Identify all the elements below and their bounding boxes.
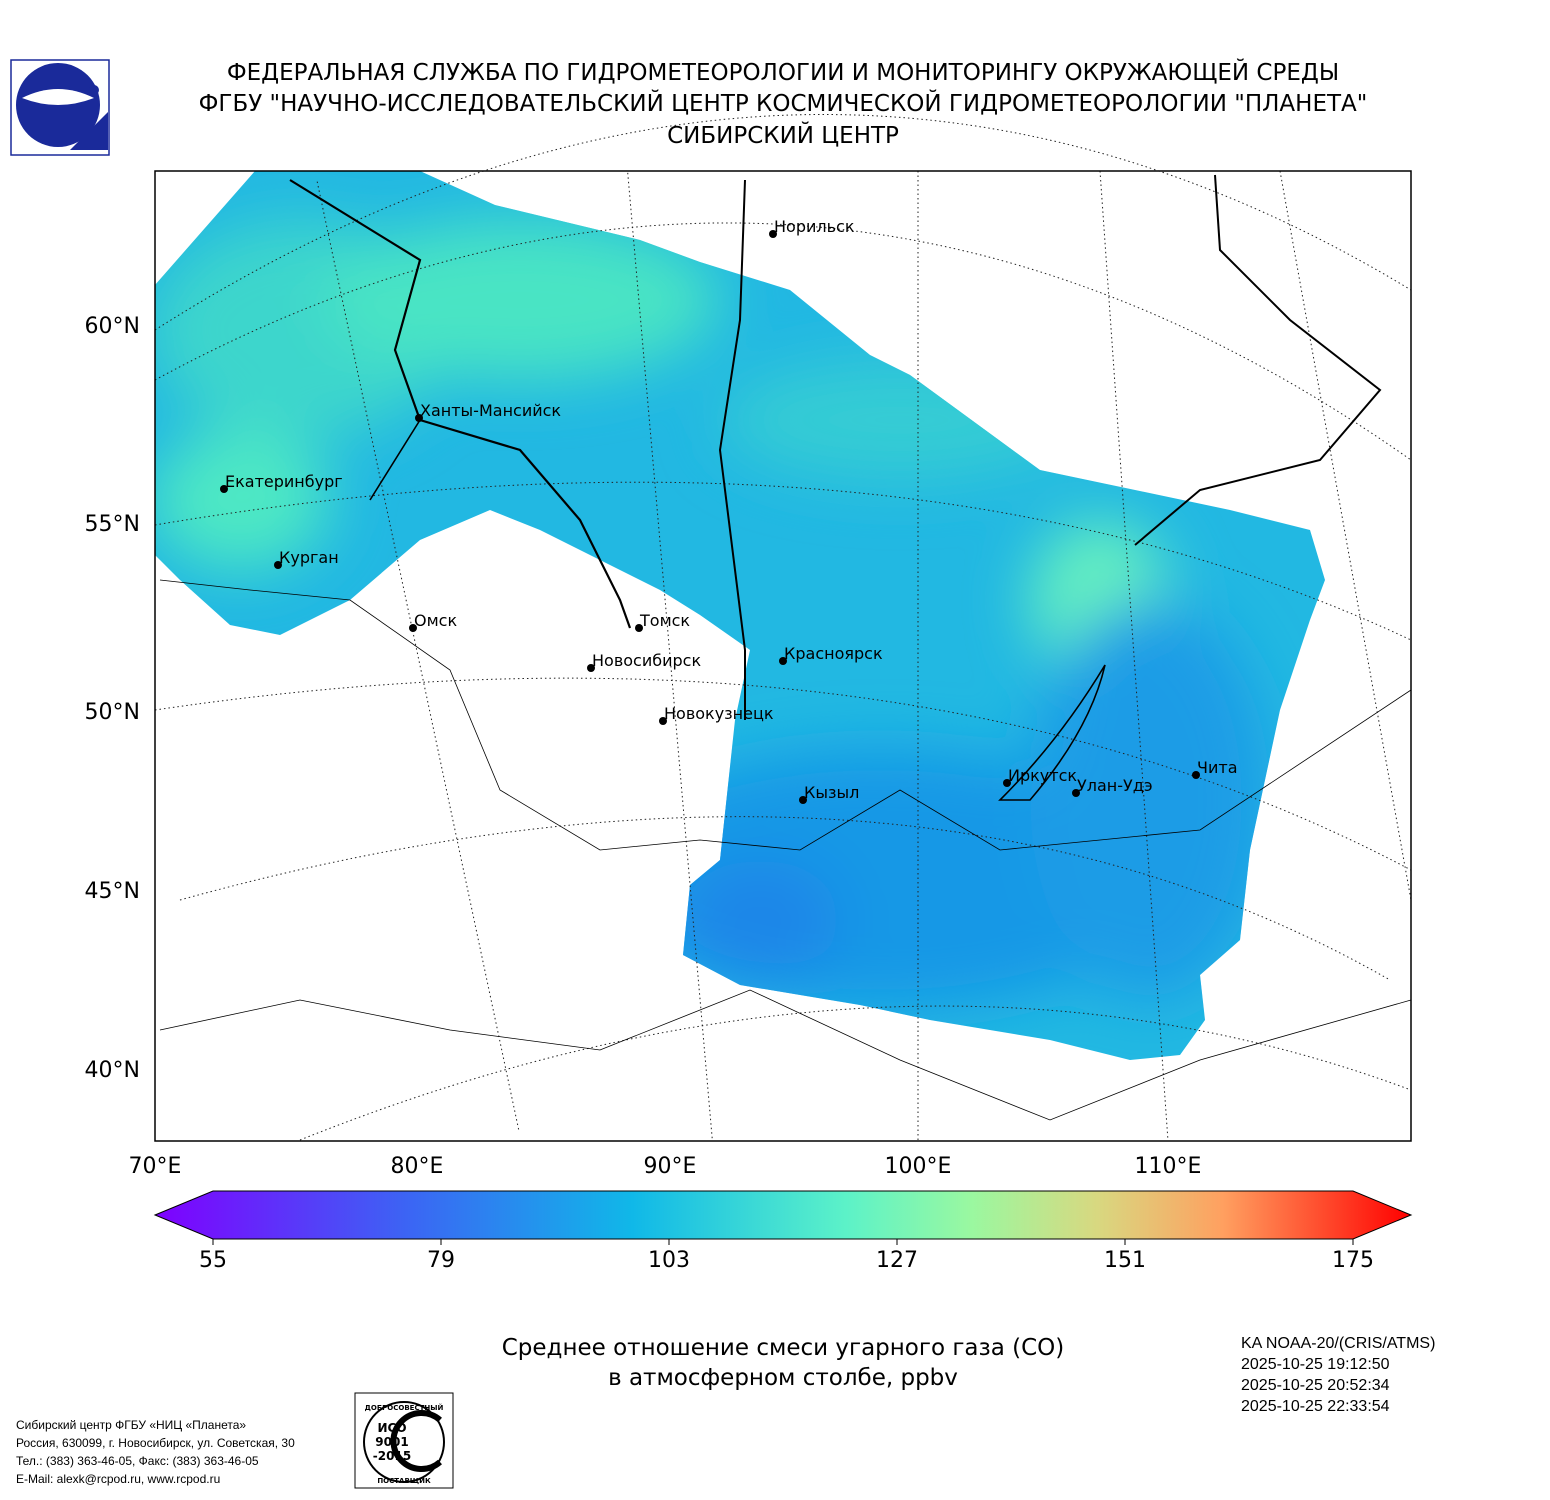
city-label: Новосибирск	[592, 651, 701, 670]
city-dot	[1003, 779, 1011, 787]
caption-line: в атмосферном столбе, ppbv	[608, 1365, 958, 1391]
city-dot	[220, 485, 228, 493]
footer-line: Сибирский центр ФГБУ «НИЦ «Планета»	[16, 1418, 246, 1432]
colorbar-tick-label: 151	[1104, 1248, 1146, 1273]
city-dot	[415, 414, 423, 422]
city-label: Норильск	[774, 217, 855, 236]
lon-label: 80°E	[391, 1154, 444, 1179]
cities: Норильск Ханты-Мансийск Екатеринбург Курган…	[220, 217, 1238, 804]
lon-label: 110°E	[1135, 1154, 1202, 1179]
city-dot	[587, 664, 595, 672]
footer-line: E-Mail: alexk@rcpod.ru, www.rcpod.ru	[16, 1472, 220, 1486]
city-dot	[409, 624, 417, 632]
cert-text: ДОБРОСОВЕСТНЫЙ	[365, 1403, 444, 1412]
map-frame	[154, 170, 1412, 1142]
satellite-line: 2025-10-25 19:12:50	[1241, 1356, 1390, 1373]
map	[154, 113, 1412, 1142]
lon-label: 90°E	[644, 1154, 697, 1179]
city-label: Екатеринбург	[225, 472, 343, 491]
cert-text: ПОСТАВЩИК	[377, 1477, 431, 1485]
colorbar	[153, 1190, 1413, 1240]
caption-line: Среднее отношение смеси угарного газа (C…	[502, 1335, 1065, 1361]
lon-label: 70°E	[129, 1154, 182, 1179]
cert-text: 9001	[375, 1435, 408, 1449]
header-line: ФЕДЕРАЛЬНАЯ СЛУЖБА ПО ГИДРОМЕТЕОРОЛОГИИ …	[227, 58, 1339, 86]
cert-text: -2015	[373, 1449, 411, 1463]
city-label: Курган	[279, 548, 339, 567]
lat-label: 60°N	[85, 314, 140, 339]
city-label: Красноярск	[784, 644, 883, 663]
city-dot	[635, 624, 643, 632]
city-dot	[659, 717, 667, 725]
colorbar-tick-label: 79	[427, 1248, 455, 1273]
city-label: Новокузнецк	[664, 704, 774, 723]
satellite-line: KA NOAA-20/(CRIS/ATMS)	[1241, 1335, 1435, 1352]
lat-label: 55°N	[85, 512, 140, 537]
colorbar-tick-label: 55	[199, 1248, 227, 1273]
footer-line: Тел.: (383) 363-46-05, Факс: (383) 363-4…	[16, 1454, 259, 1468]
city-label: Кызыл	[804, 783, 859, 802]
city-dot	[1192, 771, 1200, 779]
graticule	[154, 113, 1412, 1142]
city-label: Ханты-Мансийск	[420, 401, 561, 420]
co-field	[155, 171, 1325, 1060]
colorbar-tick-label: 103	[648, 1248, 690, 1273]
lat-label: 45°N	[85, 879, 140, 904]
lat-label: 50°N	[85, 700, 140, 725]
footer-line: Россия, 630099, г. Новосибирск, ул. Сове…	[16, 1436, 295, 1450]
lon-label: 100°E	[885, 1154, 952, 1179]
city-dot	[799, 796, 807, 804]
satellite-line: 2025-10-25 20:52:34	[1241, 1377, 1390, 1394]
city-dot	[769, 230, 777, 238]
header-line: СИБИРСКИЙ ЦЕНТР	[667, 121, 899, 149]
city-dot	[779, 657, 787, 665]
colorbar-tick-label: 127	[876, 1248, 918, 1273]
satellite-line: 2025-10-25 22:33:54	[1241, 1398, 1390, 1415]
header-line: ФГБУ "НАУЧНО-ИССЛЕДОВАТЕЛЬСКИЙ ЦЕНТР КОС…	[199, 89, 1368, 117]
colorbar-tick-label: 175	[1332, 1248, 1374, 1273]
logo	[10, 59, 110, 156]
city-label: Омск	[414, 611, 457, 630]
rivers	[159, 174, 1412, 1121]
city-label: Чита	[1197, 758, 1238, 777]
city-label: Томск	[639, 611, 690, 630]
city-label: Улан-Удэ	[1077, 776, 1153, 795]
city-dot	[274, 561, 282, 569]
lat-label: 40°N	[85, 1058, 140, 1083]
cert-text: ИСО	[377, 1421, 406, 1435]
certificate: ДОБРОСОВЕСТНЫЙ ИСО 9001 -2015 ПОСТАВЩИК	[354, 1392, 454, 1489]
colorbar-ticks: 55 79 103 127 151 175	[199, 1239, 1374, 1273]
city-label: Иркутск	[1008, 766, 1077, 785]
city-dot	[1072, 789, 1080, 797]
